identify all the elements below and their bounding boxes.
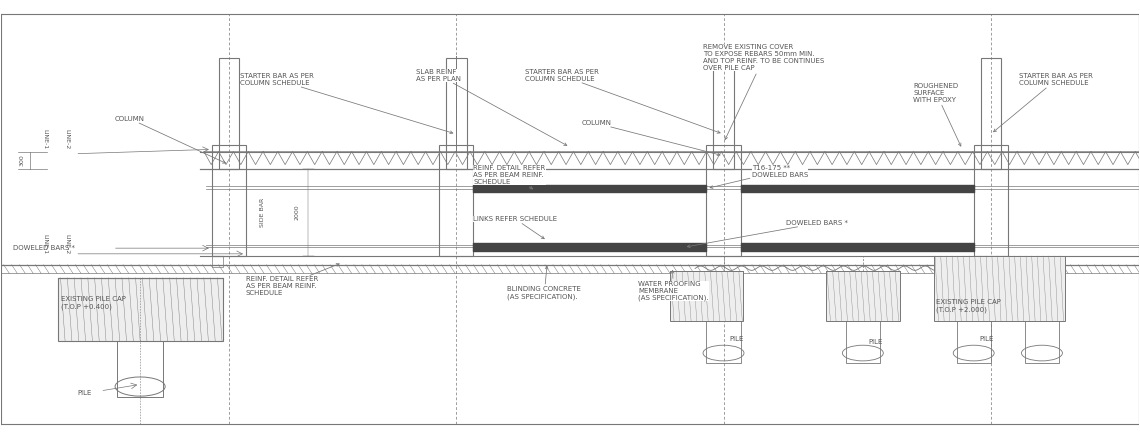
Text: DOWELED BARS *: DOWELED BARS * xyxy=(13,245,74,251)
Bar xyxy=(212,145,246,256)
Text: T16-175 **
DOWELED BARS: T16-175 ** DOWELED BARS xyxy=(710,165,808,188)
Text: DOWELED BARS *: DOWELED BARS * xyxy=(687,220,848,247)
Text: COLUMN: COLUMN xyxy=(115,116,226,163)
Text: SLAB REINF
AS PER PLAN: SLAB REINF AS PER PLAN xyxy=(416,69,567,145)
Bar xyxy=(825,271,899,321)
Bar xyxy=(707,145,741,256)
Text: BLINDING CONCRETE
(AS SPECIFICATION).: BLINDING CONCRETE (AS SPECIFICATION). xyxy=(507,266,581,300)
Text: LINE-1: LINE-1 xyxy=(42,129,47,149)
Text: REMOVE EXISTING COVER
TO EXPOSE REBARS 50mm MIN.
AND TOP REINF. TO BE CONTINUES
: REMOVE EXISTING COVER TO EXPOSE REBARS 5… xyxy=(703,45,824,140)
Text: WATER PROOFING
MEMBRANE
(AS SPECIFICATION).: WATER PROOFING MEMBRANE (AS SPECIFICATIO… xyxy=(638,271,709,301)
Bar xyxy=(212,256,223,267)
Text: LINE-2: LINE-2 xyxy=(65,129,70,149)
Bar xyxy=(117,341,163,397)
Text: LINE-1: LINE-1 xyxy=(42,234,47,254)
Text: LINKS REFER SCHEDULE: LINKS REFER SCHEDULE xyxy=(473,216,557,239)
Text: PILE: PILE xyxy=(78,390,92,396)
Bar xyxy=(439,145,473,256)
Text: COLUMN: COLUMN xyxy=(581,120,720,155)
Bar xyxy=(219,58,239,169)
Bar xyxy=(446,58,466,169)
Bar xyxy=(956,321,991,363)
Bar xyxy=(1025,321,1059,363)
Bar xyxy=(846,321,880,363)
Text: REINF. DETAIL REFER
AS PER BEAM REINF.
SCHEDULE: REINF. DETAIL REFER AS PER BEAM REINF. S… xyxy=(473,166,546,189)
Text: STARTER BAR AS PER
COLUMN SCHEDULE: STARTER BAR AS PER COLUMN SCHEDULE xyxy=(524,69,720,133)
Bar xyxy=(974,145,1008,256)
Text: PILE: PILE xyxy=(979,336,994,342)
Text: 2000: 2000 xyxy=(294,205,300,220)
Text: LINE-2: LINE-2 xyxy=(65,233,70,254)
Text: REINF. DETAIL REFER
AS PER BEAM REINF.
SCHEDULE: REINF. DETAIL REFER AS PER BEAM REINF. S… xyxy=(246,264,340,297)
Text: STARTER BAR AS PER
COLUMN SCHEDULE: STARTER BAR AS PER COLUMN SCHEDULE xyxy=(241,73,453,134)
Text: PILE: PILE xyxy=(869,339,882,345)
Text: PILE: PILE xyxy=(730,336,743,342)
Bar xyxy=(707,321,741,363)
Text: 300: 300 xyxy=(19,154,24,166)
Text: ROUGHENED
SURFACE
WITH EPOXY: ROUGHENED SURFACE WITH EPOXY xyxy=(913,83,961,146)
Text: SIDE BAR: SIDE BAR xyxy=(260,198,266,227)
Text: EXISTING PILE CAP
(T.O.P +0.400): EXISTING PILE CAP (T.O.P +0.400) xyxy=(60,296,125,310)
Text: EXISTING PILE CAP
(T.O.P +2.000): EXISTING PILE CAP (T.O.P +2.000) xyxy=(936,299,1001,313)
Bar xyxy=(669,271,743,321)
Text: STARTER BAR AS PER
COLUMN SCHEDULE: STARTER BAR AS PER COLUMN SCHEDULE xyxy=(994,73,1093,132)
Bar xyxy=(714,58,734,169)
Bar xyxy=(980,58,1001,169)
Bar xyxy=(934,256,1065,321)
Bar xyxy=(58,278,223,341)
